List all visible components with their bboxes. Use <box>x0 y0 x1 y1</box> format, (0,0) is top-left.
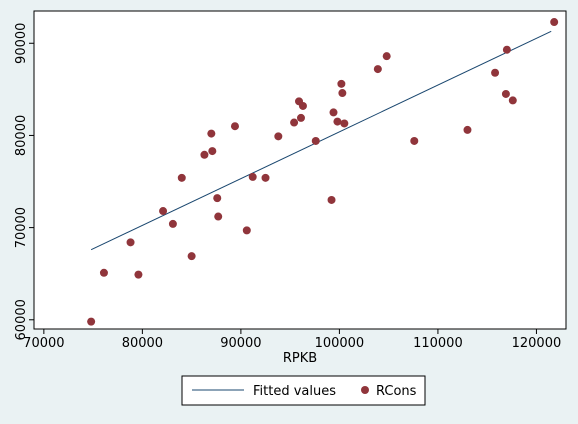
rcons-point <box>126 238 135 247</box>
plot-area <box>33 10 567 330</box>
fitted-line-layer <box>90 30 552 251</box>
rcons-point <box>261 173 270 182</box>
x-tick-label: 110000 <box>413 336 463 351</box>
y-tick-label: 70000 <box>14 207 29 248</box>
rcons-point <box>242 226 251 235</box>
y-tick-label: 60000 <box>14 299 29 340</box>
rcons-point <box>508 96 517 105</box>
rcons-point <box>230 122 239 131</box>
rcons-point <box>208 147 217 156</box>
rcons-point <box>382 52 391 61</box>
rcons-point <box>207 129 216 138</box>
y-axis: 60000 70000 80000 90000 <box>14 23 34 340</box>
rcons-point <box>99 268 108 277</box>
rcons-point <box>200 150 209 159</box>
rcons-point <box>213 194 222 203</box>
rcons-point <box>177 173 186 182</box>
legend-rcons-label: RCons <box>376 384 417 399</box>
rcons-point <box>333 117 342 126</box>
rcons-point <box>214 212 223 221</box>
rcons-point <box>274 132 283 141</box>
x-axis-title: RPKB <box>283 351 317 366</box>
rcons-point <box>373 65 382 74</box>
y-tick-label: 90000 <box>14 23 29 64</box>
rcons-point <box>340 119 349 128</box>
rcons-point <box>502 45 511 54</box>
x-tick-label: 120000 <box>512 336 562 351</box>
rcons-point <box>463 125 472 134</box>
rcons-point <box>298 101 307 110</box>
legend-fitted-values-label: Fitted values <box>253 384 336 399</box>
x-tick-label: 70000 <box>23 336 64 351</box>
rcons-point <box>87 317 96 326</box>
fitted-values-line <box>90 30 552 251</box>
points-layer <box>87 18 559 326</box>
rcons-point <box>159 207 168 216</box>
rcons-point <box>410 136 419 145</box>
rcons-point <box>290 118 299 127</box>
rcons-point <box>296 113 305 122</box>
rcons-point <box>311 136 320 145</box>
legend: Fitted values RCons <box>181 375 426 406</box>
x-tick-label: 100000 <box>315 336 365 351</box>
x-axis: 70000 80000 90000 100000 110000 120000 <box>23 329 561 351</box>
rcons-point <box>337 79 346 88</box>
rcons-point <box>187 252 196 261</box>
x-tick-label: 80000 <box>122 336 163 351</box>
rcons-point <box>338 89 347 98</box>
rcons-point <box>168 219 177 228</box>
rcons-point <box>134 270 143 279</box>
rcons-point <box>248 172 257 181</box>
x-tick-label: 90000 <box>220 336 261 351</box>
rcons-point <box>501 89 510 98</box>
rcons-point <box>329 108 338 117</box>
rcons-point <box>491 68 500 77</box>
rcons-point <box>327 195 336 204</box>
legend-rcons-marker <box>361 386 369 394</box>
rcons-point <box>550 18 559 27</box>
y-tick-label: 80000 <box>14 115 29 156</box>
